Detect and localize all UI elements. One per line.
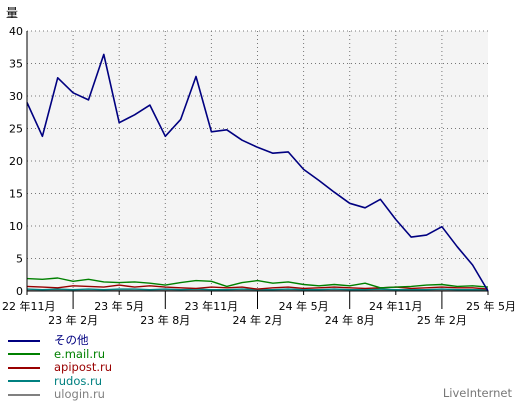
watermark-liveinternet: LiveInternet [442, 386, 512, 400]
y-tick-label: 40 [9, 25, 23, 38]
y-tick-label: 0 [16, 285, 23, 298]
legend-item: ulogin.ru [8, 388, 112, 402]
legend-item: e.mail.ru [8, 346, 112, 362]
series-line-1 [26, 277, 489, 289]
legend-label: その他 [54, 333, 89, 348]
y-tick-label: 35 [9, 58, 23, 71]
x-tick-label: 23 年 2月 [48, 313, 98, 327]
grid-lines [27, 30, 488, 291]
legend-swatch [8, 366, 40, 369]
y-tick-label: 30 [9, 90, 23, 103]
x-tick-label: 25 年 2月 [417, 313, 467, 327]
y-tick-label: 5 [16, 253, 23, 266]
legend-label: ulogin.ru [54, 387, 105, 402]
y-axis-ticks: 0 5 10 15 20 25 30 35 40 [9, 25, 23, 298]
legend-label: apipost.ru [54, 360, 113, 375]
legend: その他 e.mail.ru apipost.ru rudos.ru ulogin.ru [8, 334, 112, 402]
legend-item: rudos.ru [8, 373, 112, 389]
legend-label: rudos.ru [54, 373, 103, 388]
x-tick-label: 25 年 5月 [466, 299, 516, 313]
legend-item: apipost.ru [8, 361, 112, 375]
legend-swatch [8, 380, 40, 383]
x-tick-label: 24 年 8月 [325, 313, 375, 327]
legend-item: その他 [8, 334, 112, 348]
x-tick-label: 24 年 2月 [233, 313, 283, 327]
y-tick-label: 25 [9, 123, 23, 136]
legend-swatch [8, 353, 40, 356]
x-tick-label: 24 年 5月 [279, 299, 329, 313]
y-axis-label: 量 [6, 6, 18, 20]
x-tick-label: 24 年11月 [369, 299, 423, 313]
series-line-2 [26, 284, 489, 290]
y-tick-label: 10 [9, 220, 23, 233]
x-tick-label: 22 年11月 [2, 299, 56, 313]
x-tick-label: 23 年11月 [185, 299, 239, 313]
x-tick-label: 23 年 8月 [140, 313, 190, 327]
y-tick-label: 15 [9, 188, 23, 201]
legend-swatch [8, 393, 40, 396]
series-lines [26, 53, 489, 292]
y-tick-label: 20 [9, 155, 23, 168]
legend-label: e.mail.ru [54, 346, 106, 361]
legend-swatch [8, 339, 40, 342]
x-tick-label: 23 年 5月 [94, 299, 144, 313]
series-line-0 [26, 53, 489, 292]
